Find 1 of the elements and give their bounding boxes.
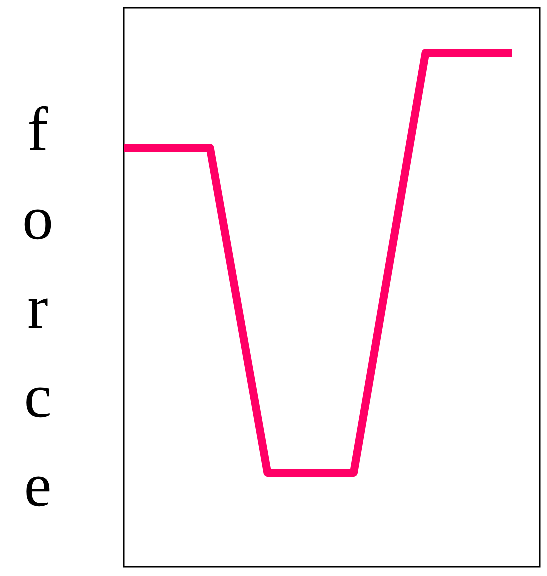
y-axis-title: force <box>22 96 54 520</box>
